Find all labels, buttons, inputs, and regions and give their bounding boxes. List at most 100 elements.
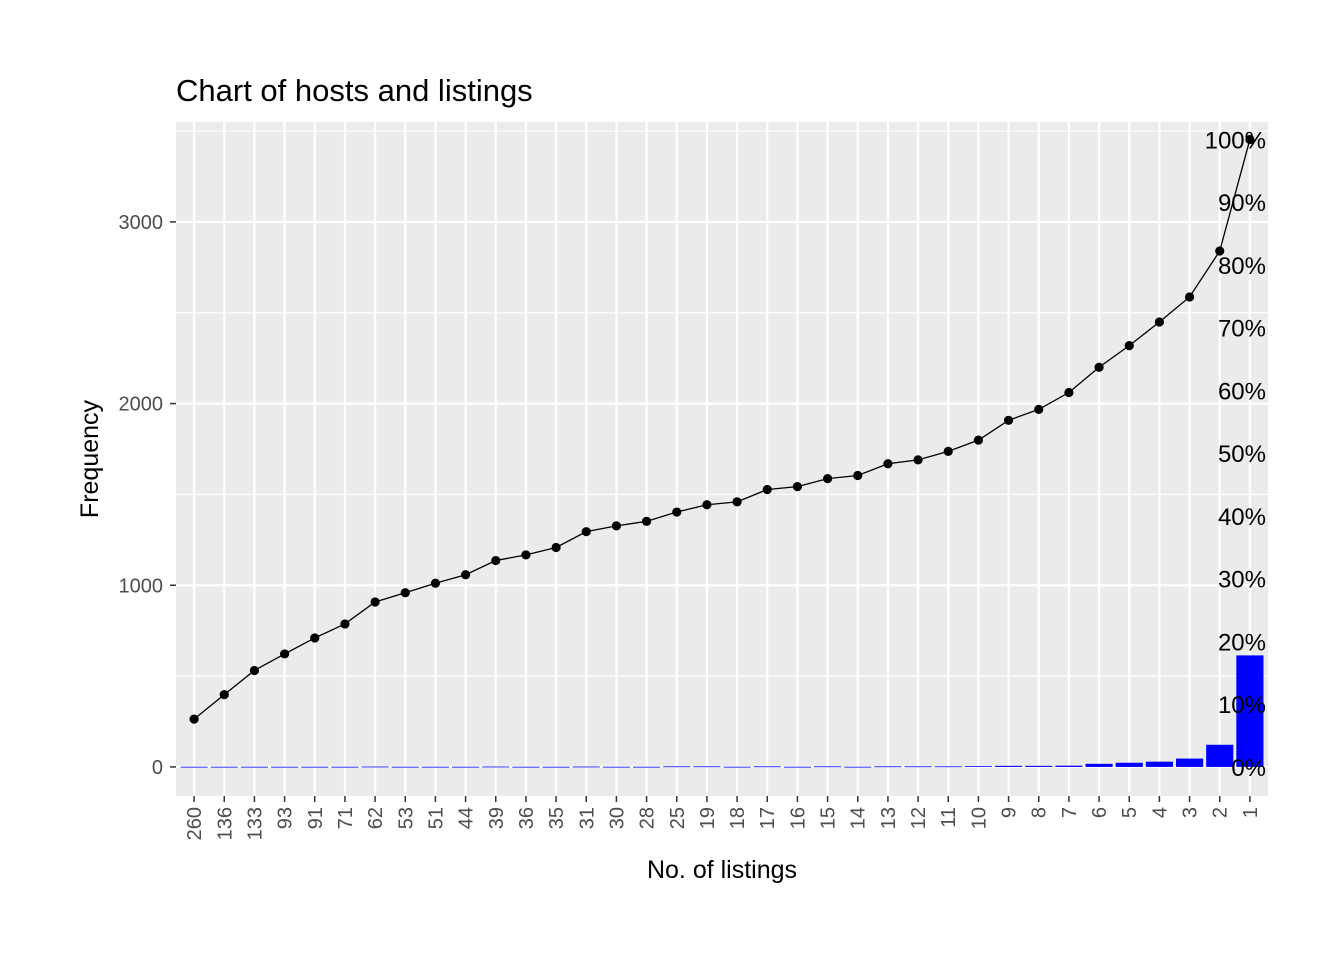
bar [240,766,269,768]
bar [1236,655,1264,767]
x-tick-label: 7 [1059,807,1081,818]
line-point [672,507,682,517]
bar [602,766,630,768]
x-tick-label: 31 [576,807,598,829]
y-tick-label: 2000 [119,394,164,416]
x-tick-label: 4 [1149,807,1171,818]
x-tick-label: 1 [1240,807,1262,818]
line-point [853,470,863,481]
secondary-tick-label: 80% [1218,253,1266,280]
x-tick-label: 260 [184,807,206,840]
line-point [521,550,531,560]
line-point [732,497,742,507]
secondary-tick-label: 0% [1231,755,1266,782]
x-tick-label: 11 [938,807,960,828]
y-tick-label: 0 [152,757,163,779]
x-tick-label: 19 [697,807,719,829]
x-tick-label: 35 [546,807,568,829]
y-axis: 0 1000 2000 3000 [119,212,176,779]
line-point [1064,387,1074,398]
bar [1115,762,1143,767]
x-tick-label: 93 [275,807,297,829]
line-point [1154,317,1165,327]
x-tick-label: 39 [486,807,508,829]
bar [301,766,329,768]
secondary-tick-label: 20% [1218,629,1266,656]
line-point [762,484,772,495]
line-point [792,482,803,492]
x-tick-label: 3 [1180,807,1202,818]
line-point [581,527,591,537]
secondary-tick-label: 100% [1205,127,1266,154]
bar [361,766,389,768]
bar [1145,761,1173,767]
x-tick-label: 51 [425,807,447,829]
gridlines [176,122,1268,796]
secondary-tick-label: 10% [1218,692,1266,719]
line-point [1094,362,1104,372]
bar [1085,763,1113,767]
line-point [249,665,260,676]
cumulative-line [193,139,1251,720]
line-point [822,474,833,484]
bar [271,766,299,768]
x-tick-label: 17 [757,807,779,829]
bar-series [180,655,1264,768]
x-tick-label: 16 [787,807,809,829]
cumulative-line-series [189,134,1255,724]
x-tick-label: 8 [1029,807,1051,818]
bar [1055,765,1083,767]
x-tick-label: 71 [335,807,357,829]
line-point [702,500,712,510]
bar [542,766,570,768]
x-tick-label: 15 [818,807,840,829]
line-point [1215,246,1225,256]
x-tick-label: 5 [1119,807,1141,818]
bar [934,766,962,768]
chart-title: Chart of hosts and listings [176,73,533,108]
x-tick-label: 14 [848,807,870,829]
secondary-tick-label: 70% [1218,316,1266,343]
secondary-tick-label: 40% [1218,504,1266,531]
line-point [1245,134,1255,145]
line-point [279,649,290,659]
x-tick-label: 6 [1089,807,1111,818]
bar [180,766,208,768]
x-tick-label: 28 [637,807,659,829]
line-point [491,555,501,566]
x-tick-label: 13 [878,807,900,829]
plot-panel [176,122,1268,796]
bar [814,766,842,768]
bar [964,766,992,768]
x-tick-label: 2 [1210,807,1232,818]
y-tick-label: 3000 [119,212,164,234]
x-axis-title: No. of listings [647,856,797,884]
secondary-y-axis: 0% 10% 20% 30% 40% 50% 60% 70% 80% 90% 100% [1205,127,1266,781]
bar [452,766,480,768]
line-point [189,714,199,724]
bar [723,766,751,768]
bar [874,766,902,768]
x-axis: 260 136 133 93 91 71 62 53 51 44 39 36 35 31 30 28 25 19 1… [184,796,1262,840]
x-tick-label: 62 [365,807,387,829]
x-tick-label: 136 [214,807,236,840]
bar [482,766,510,768]
bar [1206,744,1234,767]
bar [572,766,600,768]
line-point [883,459,893,469]
line-point [973,435,984,445]
line-point [340,619,350,629]
line-point [1184,292,1195,302]
x-tick-label: 36 [516,807,538,829]
x-tick-label: 12 [908,807,930,829]
line-point [1003,415,1014,425]
x-tick-label: 91 [305,807,327,829]
bar [844,766,872,768]
line-point [943,446,953,456]
secondary-tick-label: 60% [1218,378,1266,405]
line-point [430,578,441,588]
bar [1175,758,1204,767]
bar [391,766,419,768]
x-tick-label: 30 [606,807,628,829]
